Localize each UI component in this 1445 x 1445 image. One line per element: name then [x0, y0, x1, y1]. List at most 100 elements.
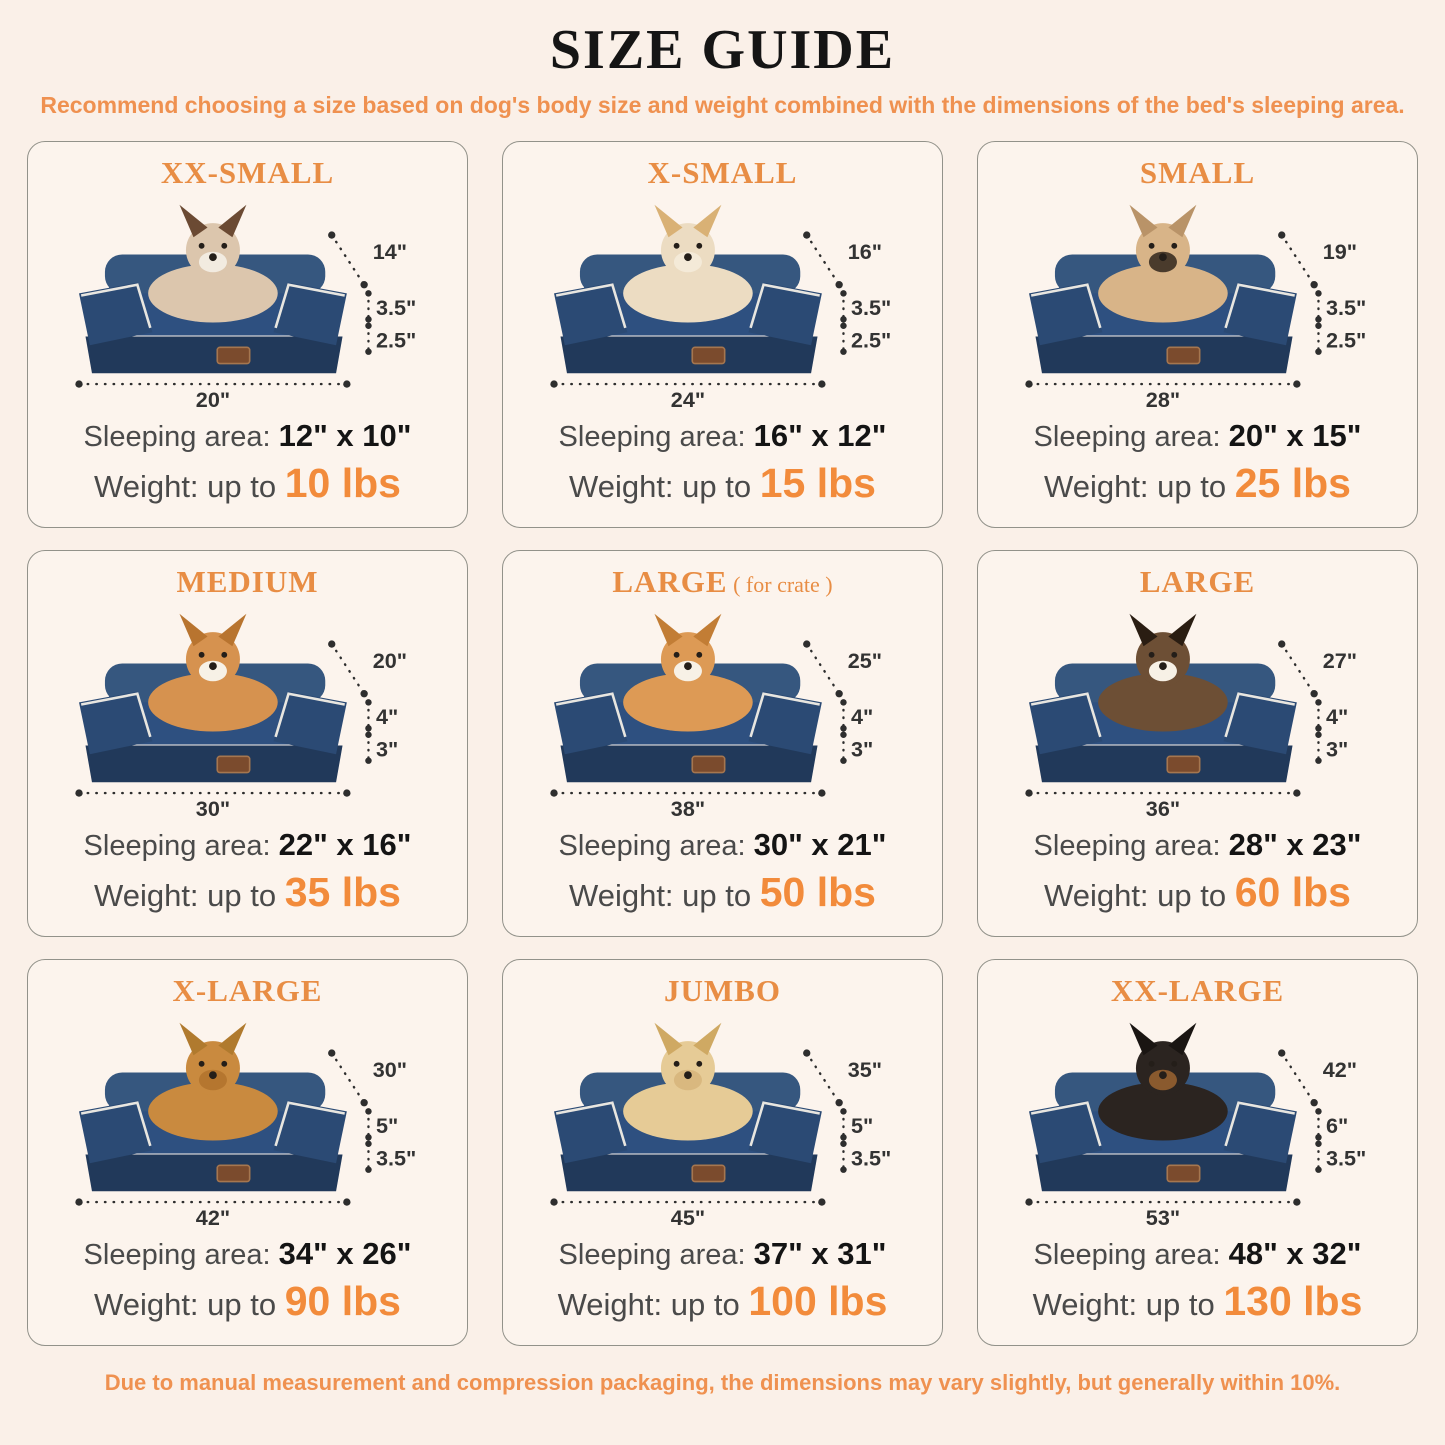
weight-value: 100 lbs	[748, 1277, 888, 1324]
bed-arm-left	[1029, 283, 1103, 346]
bed-arm-left	[554, 283, 628, 346]
weight-value: 90 lbs	[284, 1277, 401, 1324]
sleeping-area-label: Sleeping area:	[1033, 1239, 1221, 1272]
size-card-large-for-crate: LARGE ( for crate )	[502, 550, 943, 938]
dog-nose	[684, 662, 692, 671]
dog-ear-right	[693, 205, 722, 238]
weight-label: Weight: up to	[569, 877, 752, 913]
size-card-x-large: X-LARGE	[27, 959, 468, 1347]
dimension-lines	[1027, 1052, 1320, 1204]
dimension-label-base: 3.5"	[376, 1146, 416, 1171]
dimension-lines	[552, 234, 845, 386]
bed-brand-tag	[1166, 347, 1201, 365]
card-title-text: LARGE	[1139, 564, 1256, 600]
dog-body	[623, 1082, 753, 1142]
dog-ears	[654, 1023, 722, 1056]
bed-arm-left-piping	[1030, 1101, 1102, 1147]
dimension-labels: 20" 4" 3" 30"	[196, 648, 407, 819]
dog-ears	[654, 614, 722, 647]
dog-figure	[623, 205, 753, 324]
bed-arm-left-piping	[555, 692, 627, 738]
dimension-label-base: 3.5"	[851, 1146, 891, 1171]
bed-arm-right-piping	[274, 692, 345, 738]
weight-line: Weight: up to 10 lbs	[40, 459, 455, 508]
sleeping-area-line: Sleeping area: 22" x 16"	[40, 827, 455, 863]
sleeping-area-line: Sleeping area: 28" x 23"	[990, 827, 1405, 863]
dog-ear-left	[179, 205, 208, 238]
weight-value: 15 lbs	[759, 459, 876, 506]
sleeping-area-line: Sleeping area: 30" x 21"	[515, 827, 930, 863]
dimension-endpoint-dots	[550, 1049, 847, 1207]
bed-arm-right	[273, 692, 347, 755]
dog-nose	[684, 253, 692, 262]
dog-eye-right	[221, 652, 228, 659]
dog-eye-left	[673, 243, 680, 250]
card-title: JUMBO	[515, 974, 930, 1008]
dog-figure	[623, 614, 753, 733]
size-card-medium: MEDIUM	[27, 550, 468, 938]
bed-illustration: 25" 4" 3" 38"	[550, 614, 882, 819]
dog-eye-left	[673, 1061, 680, 1068]
dimension-labels: 35" 5" 3.5" 45"	[671, 1057, 891, 1228]
dimension-label-diagonal: 30"	[373, 1057, 407, 1082]
dimension-label-bolster: 5"	[851, 1113, 873, 1138]
dog-ear-left	[654, 1023, 683, 1056]
bed-arm-right-piping	[1224, 283, 1295, 329]
card-title: X-LARGE	[40, 974, 455, 1008]
dimension-diagonal-line	[1280, 234, 1316, 287]
dimension-diagonal-line	[1280, 643, 1316, 696]
bed-base	[560, 337, 818, 374]
weight-line: Weight: up to 50 lbs	[515, 868, 930, 917]
dog-ear-right	[1168, 614, 1197, 647]
weight-label: Weight: up to	[1032, 1286, 1215, 1322]
dimension-labels: 19" 3.5" 2.5" 28"	[1146, 239, 1366, 410]
sleeping-area-value: 30" x 21"	[753, 827, 887, 863]
dog-ears	[179, 1023, 247, 1056]
bed-arms	[1029, 283, 1297, 346]
card-title: XX-LARGE	[990, 974, 1405, 1008]
dog-ear-left	[1129, 205, 1158, 238]
bed-arm-right	[748, 283, 822, 346]
bed-arm-right-piping	[749, 283, 820, 329]
bed-base	[1035, 337, 1293, 374]
bed-arm-right	[273, 1101, 347, 1164]
bed-arm-left-piping	[555, 1101, 627, 1147]
page-footer: Due to manual measurement and compressio…	[104, 1370, 1341, 1396]
bed-arm-right-piping	[749, 692, 820, 738]
bed-arms	[79, 692, 347, 755]
dimension-label-bolster: 3.5"	[1326, 295, 1366, 320]
size-card-xx-small: XX-SMALL	[27, 141, 468, 529]
dimension-label-base: 3"	[1326, 737, 1348, 762]
bed-arms	[554, 1101, 822, 1164]
dimension-endpoint-dots	[75, 640, 372, 798]
dog-ear-right	[693, 1023, 722, 1056]
dog-ear-left	[179, 1023, 208, 1056]
dimension-label-diagonal: 14"	[373, 239, 407, 264]
bed-brand-tag	[216, 347, 251, 365]
dimension-label-diagonal: 16"	[848, 239, 882, 264]
sleeping-area-line: Sleeping area: 48" x 32"	[990, 1236, 1405, 1272]
dog-ear-right	[693, 614, 722, 647]
weight-value: 60 lbs	[1234, 868, 1351, 915]
dog-eye-right	[1171, 1061, 1178, 1068]
card-title-text: X-SMALL	[647, 155, 798, 191]
dog-nose	[1159, 1071, 1167, 1080]
dimension-diagonal-line	[330, 234, 366, 287]
dog-nose	[209, 1071, 217, 1080]
bed-arms	[554, 283, 822, 346]
dog-ear-right	[218, 614, 247, 647]
bed-brand-tag	[1166, 1165, 1201, 1183]
card-title-text: XX-LARGE	[1110, 973, 1285, 1009]
dog-body	[148, 264, 278, 324]
bed-base	[1035, 1155, 1293, 1192]
bed-arms	[1029, 692, 1297, 755]
dimension-labels: 27" 4" 3" 36"	[1146, 648, 1357, 819]
bed-brand-tag	[216, 756, 251, 774]
sleeping-area-label: Sleeping area:	[1033, 830, 1221, 863]
dog-figure	[1098, 205, 1228, 324]
dimension-label-bolster: 4"	[376, 704, 398, 729]
bed-arms	[79, 1101, 347, 1164]
dimension-labels: 30" 5" 3.5" 42"	[196, 1057, 416, 1228]
bed-arm-left-piping	[80, 283, 152, 329]
